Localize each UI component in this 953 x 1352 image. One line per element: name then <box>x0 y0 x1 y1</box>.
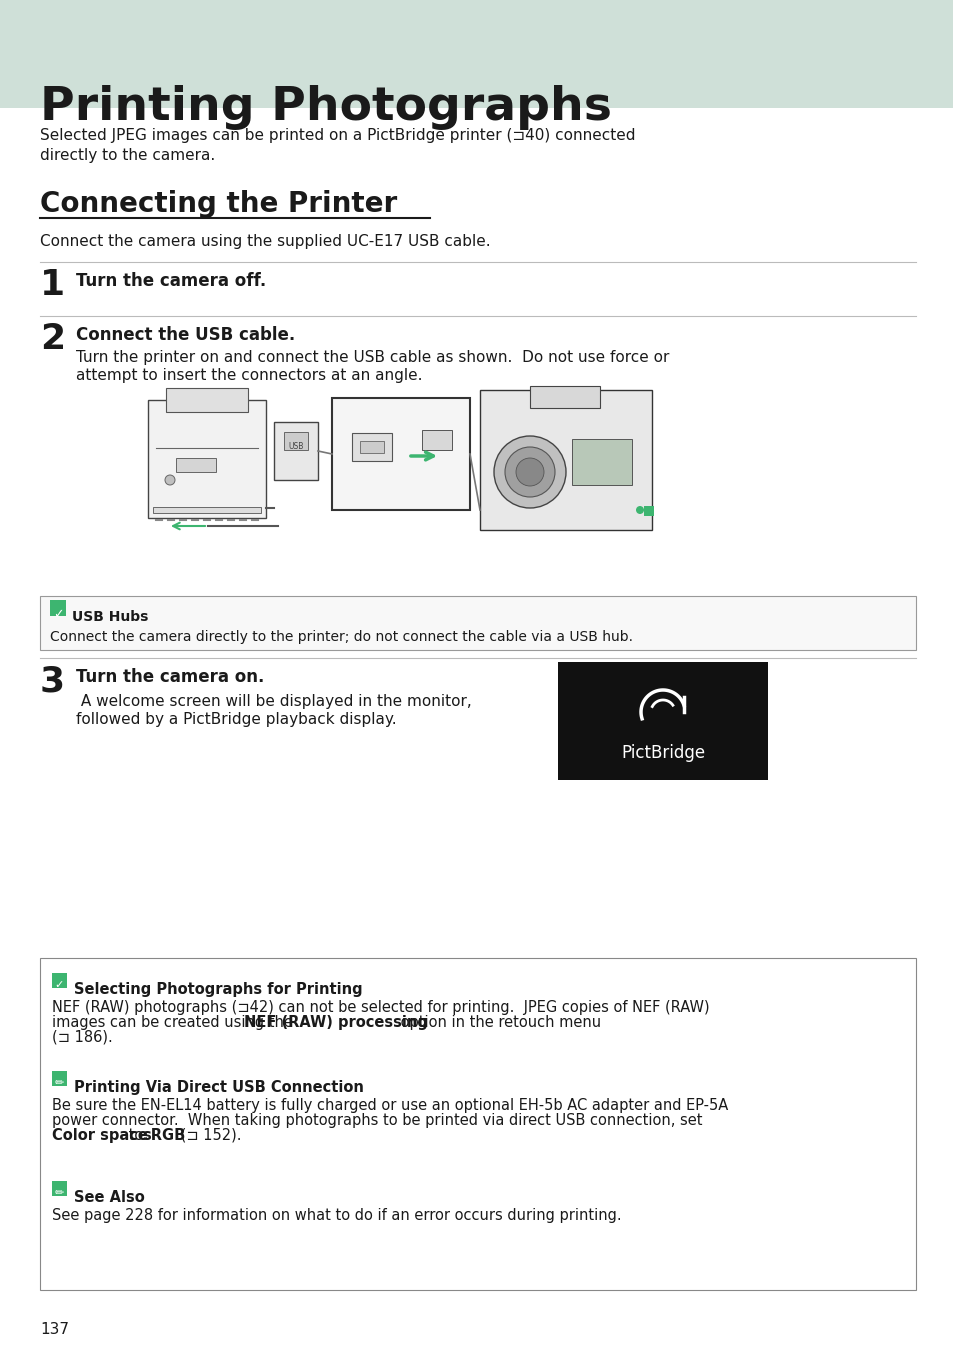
Bar <box>166 388 248 412</box>
Bar <box>40 959 915 1290</box>
Text: NEF (RAW) photographs (⊐42) can not be selected for printing.  JPEG copies of NE: NEF (RAW) photographs (⊐42) can not be s… <box>52 1000 709 1015</box>
Bar <box>175 458 215 472</box>
Text: Printing Photographs: Printing Photographs <box>40 85 612 130</box>
Text: Printing Via Direct USB Connection: Printing Via Direct USB Connection <box>74 1080 363 1095</box>
Text: Turn the printer on and connect the USB cable as shown.  Do not use force or: Turn the printer on and connect the USB … <box>76 350 669 365</box>
Text: directly to the camera.: directly to the camera. <box>40 147 215 164</box>
Bar <box>52 1182 67 1197</box>
Text: Turn the camera on.: Turn the camera on. <box>76 668 264 685</box>
Text: Turn the camera off.: Turn the camera off. <box>76 272 266 289</box>
Text: NEF (RAW) processing: NEF (RAW) processing <box>244 1015 428 1030</box>
Bar <box>421 430 452 450</box>
Bar <box>52 973 67 988</box>
Text: USB: USB <box>288 442 303 452</box>
Text: option in the retouch menu: option in the retouch menu <box>395 1015 600 1030</box>
Bar <box>352 433 392 461</box>
Text: followed by a PictBridge playback display.: followed by a PictBridge playback displa… <box>76 713 396 727</box>
Text: (⊐ 152).: (⊐ 152). <box>175 1128 241 1142</box>
Text: ✓: ✓ <box>54 980 64 990</box>
Text: ✏: ✏ <box>54 1188 64 1198</box>
Text: A welcome screen will be displayed in the monitor,: A welcome screen will be displayed in th… <box>76 694 471 708</box>
Bar <box>643 506 654 516</box>
Text: ✏: ✏ <box>54 1078 64 1088</box>
Bar <box>148 400 266 518</box>
Text: Connect the USB cable.: Connect the USB cable. <box>76 326 294 343</box>
Bar <box>558 662 767 780</box>
Text: Color space: Color space <box>52 1128 148 1142</box>
Bar <box>572 439 631 485</box>
Bar <box>52 1071 67 1086</box>
Bar <box>359 441 384 453</box>
Text: power connector.  When taking photographs to be printed via direct USB connectio: power connector. When taking photographs… <box>52 1113 701 1128</box>
Text: Selecting Photographs for Printing: Selecting Photographs for Printing <box>74 982 362 996</box>
Circle shape <box>516 458 543 485</box>
Circle shape <box>636 506 643 514</box>
Text: (⊐ 186).: (⊐ 186). <box>52 1030 112 1045</box>
Bar <box>332 397 470 510</box>
Text: Selected JPEG images can be printed on a PictBridge printer (⊐40) connected: Selected JPEG images can be printed on a… <box>40 128 635 143</box>
Text: 3: 3 <box>40 665 65 699</box>
Bar <box>274 422 317 480</box>
Text: See Also: See Also <box>74 1190 145 1205</box>
Text: images can be created using the: images can be created using the <box>52 1015 297 1030</box>
Text: Be sure the EN-EL14 battery is fully charged or use an optional EH-5b AC adapter: Be sure the EN-EL14 battery is fully cha… <box>52 1098 727 1113</box>
Circle shape <box>165 475 174 485</box>
Bar <box>50 600 66 617</box>
Text: sRGB: sRGB <box>142 1128 185 1142</box>
Bar <box>152 507 261 512</box>
Text: to: to <box>124 1128 148 1142</box>
Text: 1: 1 <box>40 268 65 301</box>
Text: See page 228 for information on what to do if an error occurs during printing.: See page 228 for information on what to … <box>52 1207 621 1224</box>
Circle shape <box>494 435 565 508</box>
Bar <box>284 433 308 450</box>
Text: ✓: ✓ <box>52 608 63 621</box>
Bar <box>40 596 915 650</box>
Text: Connect the camera using the supplied UC-E17 USB cable.: Connect the camera using the supplied UC… <box>40 234 490 249</box>
Text: attempt to insert the connectors at an angle.: attempt to insert the connectors at an a… <box>76 368 422 383</box>
Text: 2: 2 <box>40 322 65 356</box>
Text: USB Hubs: USB Hubs <box>71 610 149 625</box>
Text: 137: 137 <box>40 1322 69 1337</box>
Text: Connect the camera directly to the printer; do not connect the cable via a USB h: Connect the camera directly to the print… <box>50 630 633 644</box>
Bar <box>0 0 953 108</box>
Bar <box>479 389 651 530</box>
Text: Connecting the Printer: Connecting the Printer <box>40 191 396 218</box>
Bar <box>530 387 599 408</box>
Text: PictBridge: PictBridge <box>620 744 704 763</box>
Circle shape <box>504 448 555 498</box>
